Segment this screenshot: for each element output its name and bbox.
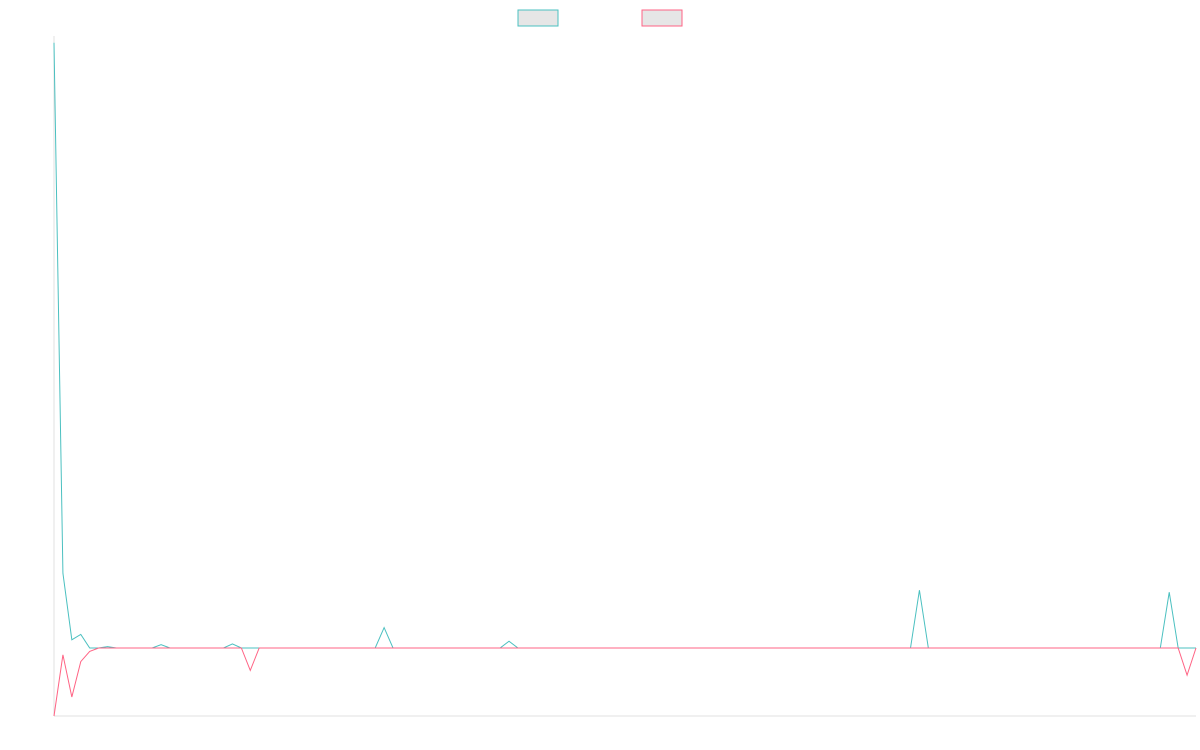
series-line-2 bbox=[53, 647, 1197, 717]
series-line-1 bbox=[53, 42, 1196, 649]
plot-area bbox=[53, 36, 1197, 717]
series-layer bbox=[53, 42, 1197, 717]
legend-swatch-2[interactable] bbox=[641, 9, 683, 27]
legend[interactable] bbox=[517, 9, 683, 27]
legend-swatch-1[interactable] bbox=[517, 9, 559, 27]
